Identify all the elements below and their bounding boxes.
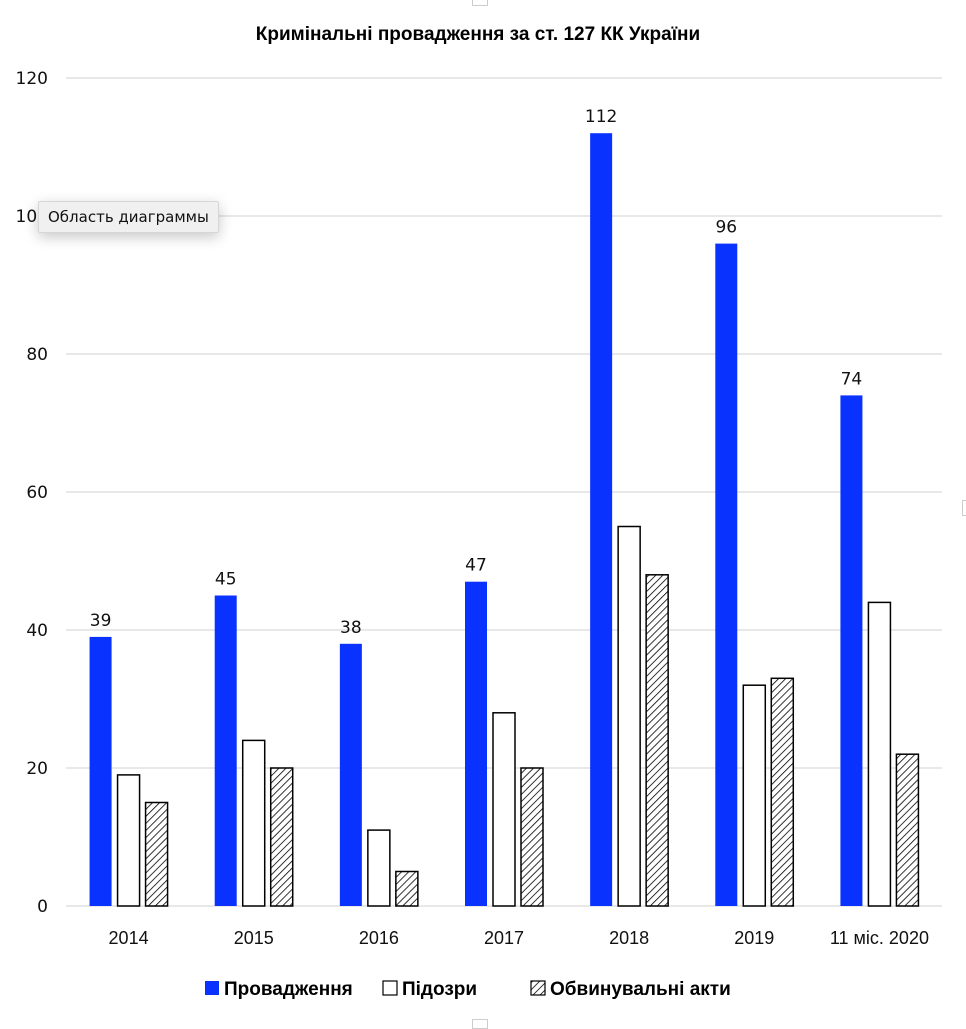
data-label: 39 <box>90 611 112 631</box>
bar-pidozry-2017[interactable] <box>492 712 516 907</box>
resize-handle-right[interactable] <box>962 500 966 516</box>
legend: Провадження Підозри Обвинувальні акти <box>205 979 731 1000</box>
y-tick-label: 40 <box>26 621 48 641</box>
bar-pidozry-2016[interactable] <box>367 829 391 907</box>
bar-obvynuvalni-akty-2015[interactable] <box>269 767 294 907</box>
y-tick-label: 20 <box>26 759 48 779</box>
x-tick-label: 2019 <box>734 928 774 948</box>
bar-obvynuvalni-akty-2018[interactable] <box>645 574 669 907</box>
data-label: 96 <box>715 218 737 238</box>
x-tick-label: 2016 <box>359 928 399 948</box>
y-tick-label: 0 <box>37 897 48 917</box>
legend-label: Провадження <box>224 979 353 1000</box>
x-axis-ticks: 2014 2015 2016 2017 2018 2019 11 міс. 2020 <box>109 928 929 948</box>
x-tick-label: 2015 <box>234 928 274 948</box>
y-tick-label: 60 <box>26 483 48 503</box>
x-tick-label: 2018 <box>609 928 649 948</box>
bar-provadzhennia-2014[interactable] <box>89 636 112 906</box>
x-tick-label: 2017 <box>484 928 524 948</box>
legend-swatch-obvynuvalni-akty <box>530 980 546 996</box>
data-label: 38 <box>340 618 362 638</box>
bar-provadzhennia-11-міс-2020[interactable] <box>840 395 863 906</box>
bar-pidozry-2014[interactable] <box>116 774 141 907</box>
legend-swatch-pidozry <box>382 980 398 996</box>
bar-obvynuvalni-akty-2019[interactable] <box>770 677 795 907</box>
x-tick-label: 2014 <box>109 928 149 948</box>
bar-provadzhennia-2016[interactable] <box>339 643 362 906</box>
data-label: 74 <box>841 369 863 389</box>
bar-obvynuvalni-akty-2016[interactable] <box>395 870 419 907</box>
bar-provadzhennia-2015[interactable] <box>214 595 237 907</box>
data-labels: 39 45 38 47 112 96 74 <box>90 107 862 638</box>
bar-obvynuvalni-akty-11-міс-2020[interactable] <box>895 753 920 907</box>
data-label: 45 <box>215 570 237 590</box>
chart-area-tooltip: Область диаграммы <box>38 201 219 233</box>
legend-item-obvynuvalni-akty[interactable]: Обвинувальні акти <box>530 979 731 1000</box>
bar-pidozry-2015[interactable] <box>241 739 266 907</box>
chart-title: Кримінальні провадження за ст. 127 КК Ук… <box>256 24 700 45</box>
x-tick-label: 11 міс. 2020 <box>830 928 929 948</box>
data-label: 47 <box>465 556 487 576</box>
bar-pidozry-2018[interactable] <box>617 525 641 907</box>
bar-provadzhennia-2017[interactable] <box>465 581 487 906</box>
resize-handle-top[interactable] <box>472 0 488 6</box>
y-tick-label: 80 <box>26 345 48 365</box>
y-tick-label: 120 <box>16 69 48 89</box>
bar-provadzhennia-2018[interactable] <box>590 133 613 906</box>
bar-obvynuvalni-akty-2014[interactable] <box>144 801 169 907</box>
legend-item-pidozry[interactable]: Підозри <box>382 979 477 1000</box>
data-label: 112 <box>585 107 617 127</box>
bar-pidozry-2019[interactable] <box>742 684 767 907</box>
legend-label: Підозри <box>402 979 477 1000</box>
legend-swatch-provadzhennia <box>205 981 219 995</box>
bar-pidozry-11-міс-2020[interactable] <box>867 601 892 907</box>
legend-label: Обвинувальні акти <box>550 979 731 1000</box>
bar-obvynuvalni-akty-2017[interactable] <box>520 767 544 907</box>
bars <box>89 133 920 907</box>
resize-handle-bottom[interactable] <box>472 1019 488 1029</box>
legend-item-provadzhennia[interactable]: Провадження <box>205 979 353 1000</box>
bar-provadzhennia-2019[interactable] <box>715 243 738 907</box>
